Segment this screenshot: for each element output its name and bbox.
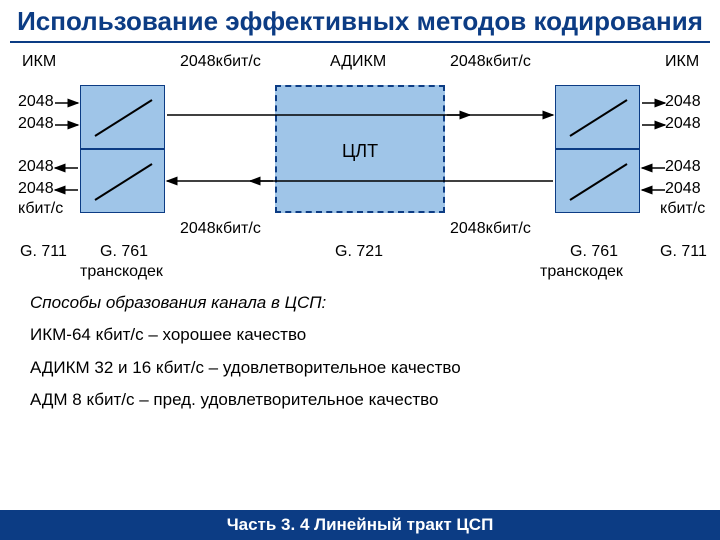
bullet-3: АДМ 8 кбит/с – пред. удовлетворительное … [30, 384, 720, 416]
bullet-1: ИКМ-64 кбит/с – хорошее качество [30, 319, 720, 351]
arrows-overlay [0, 43, 720, 283]
bullets: Способы образования канала в ЦСП: ИКМ-64… [30, 287, 720, 416]
bullet-2: АДИКМ 32 и 16 кбит/с – удовлетворительно… [30, 352, 720, 384]
page-title: Использование эффективных методов кодиро… [0, 0, 720, 39]
diagram-stage: ИКМ 2048кбит/с АДИКМ 2048кбит/с ИКМ 2048… [0, 43, 720, 283]
footer-bar: Часть 3. 4 Линейный тракт ЦСП [0, 510, 720, 540]
bullets-lead: Способы образования канала в ЦСП: [30, 287, 720, 319]
